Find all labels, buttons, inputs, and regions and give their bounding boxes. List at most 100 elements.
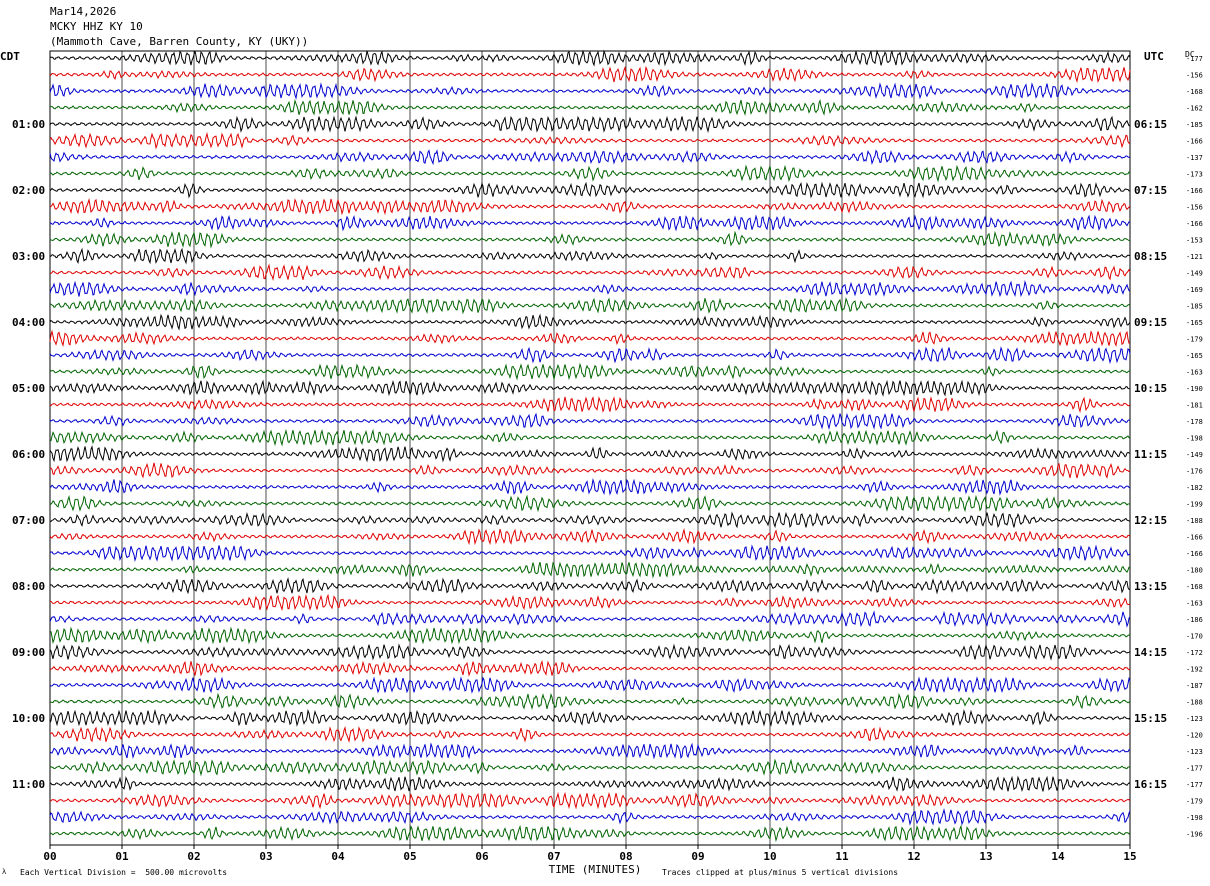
trace-48	[49, 824, 1131, 843]
trace-47	[49, 808, 1131, 826]
dc-offset-label: -149	[1186, 270, 1203, 278]
trace-30	[49, 527, 1131, 546]
x-tick-label-00: 00	[43, 850, 56, 863]
dc-offset-label: -156	[1186, 72, 1203, 80]
trace-3	[49, 82, 1131, 100]
dc-offset-label: -173	[1186, 171, 1203, 179]
scale-note: Each Vertical Division = 500.00 microvol…	[20, 868, 228, 877]
x-tick-label-09: 09	[691, 850, 704, 863]
left-hour-label: 07:00	[12, 514, 45, 527]
dc-offset-label: -177	[1186, 781, 1203, 789]
right-hour-label: 11:15	[1134, 448, 1167, 461]
dc-offset-label: -177	[1186, 55, 1203, 63]
trace-19	[49, 346, 1131, 365]
right-hour-label: 14:15	[1134, 646, 1167, 659]
trace-11	[49, 214, 1131, 232]
trace-2	[49, 65, 1131, 84]
corner-mark: λ	[2, 868, 7, 876]
trace-31	[49, 544, 1131, 563]
x-tick-label-12: 12	[907, 850, 920, 863]
dc-offset-label: -185	[1186, 303, 1203, 311]
trace-27	[49, 478, 1131, 496]
trace-1	[49, 49, 1131, 67]
trace-26	[49, 462, 1131, 479]
dc-offset-label: -198	[1186, 814, 1203, 822]
left-hour-label: 09:00	[12, 646, 45, 659]
dc-offset-label: -180	[1186, 567, 1203, 575]
dc-offset-label: -199	[1186, 501, 1203, 509]
trace-45	[49, 775, 1131, 793]
right-hour-label: 12:15	[1134, 514, 1167, 527]
dc-offset-label: -123	[1186, 748, 1203, 756]
x-tick-label-07: 07	[547, 850, 560, 863]
right-zone-label: UTC	[1144, 50, 1164, 63]
left-hour-label: 04:00	[12, 316, 45, 329]
trace-12	[49, 230, 1131, 249]
dc-offset-label: -179	[1186, 798, 1203, 806]
trace-39	[49, 676, 1131, 694]
left-hour-label: 01:00	[12, 118, 45, 131]
right-hour-label: 09:15	[1134, 316, 1167, 329]
left-hour-label: 11:00	[12, 778, 45, 791]
dc-offset-label: -188	[1186, 699, 1203, 707]
dc-offset-label: -176	[1186, 468, 1203, 476]
dc-offset-label: -185	[1186, 121, 1203, 129]
trace-21	[49, 379, 1131, 397]
trace-20	[49, 362, 1131, 381]
x-tick-label-03: 03	[259, 850, 272, 863]
dc-offset-label: -181	[1186, 402, 1203, 410]
trace-37	[49, 643, 1131, 661]
dc-offset-label: -162	[1186, 105, 1203, 113]
x-tick-label-05: 05	[403, 850, 416, 863]
dc-offset-label: -196	[1186, 831, 1203, 839]
trace-46	[49, 791, 1131, 810]
header-date: Mar14,2026	[50, 5, 117, 18]
x-tick-label-14: 14	[1051, 850, 1065, 863]
trace-8	[49, 164, 1131, 183]
dc-offset-label: -166	[1186, 138, 1203, 146]
x-tick-label-08: 08	[619, 850, 632, 863]
x-tick-label-06: 06	[475, 850, 489, 863]
dc-offset-label: -121	[1186, 253, 1203, 261]
x-axis-title: TIME (MINUTES)	[549, 863, 642, 876]
trace-10	[49, 197, 1131, 216]
left-hour-label: 02:00	[12, 184, 45, 197]
x-tick-label-13: 13	[979, 850, 992, 863]
trace-14	[49, 263, 1131, 282]
trace-41	[49, 708, 1131, 727]
x-tick-label-11: 11	[835, 850, 849, 863]
trace-7	[49, 149, 1131, 166]
dc-offset-label: -190	[1186, 385, 1203, 393]
left-hour-label: 05:00	[12, 382, 45, 395]
left-hour-label: 08:00	[12, 580, 45, 593]
trace-34	[49, 593, 1131, 612]
right-hour-label: 16:15	[1134, 778, 1167, 791]
dc-offset-label: -163	[1186, 600, 1203, 608]
trace-16	[49, 297, 1131, 315]
right-hour-label: 06:15	[1134, 118, 1167, 131]
trace-43	[49, 742, 1131, 760]
dc-offset-label: -165	[1186, 352, 1203, 360]
trace-33	[49, 577, 1131, 595]
dc-offset-label: -186	[1186, 616, 1203, 624]
trace-5	[49, 115, 1131, 134]
trace-38	[49, 659, 1131, 677]
trace-28	[49, 494, 1131, 513]
trace-25	[49, 445, 1131, 463]
header-station: MCKY HHZ KY 10	[50, 20, 143, 33]
dc-label: DC	[1185, 50, 1195, 59]
right-hour-label: 07:15	[1134, 184, 1167, 197]
left-hour-label: 06:00	[12, 448, 45, 461]
trace-9	[49, 181, 1131, 199]
dc-offset-label: -166	[1186, 534, 1203, 542]
dc-offset-label: -177	[1186, 765, 1203, 773]
dc-offset-label: -166	[1186, 550, 1203, 558]
dc-offset-label: -166	[1186, 187, 1203, 195]
dc-offset-label: -178	[1186, 418, 1203, 426]
clip-note: Traces clipped at plus/minus 5 vertical …	[662, 868, 899, 877]
trace-17	[49, 313, 1131, 331]
x-tick-label-15: 15	[1123, 850, 1136, 863]
dc-offset-label: -149	[1186, 451, 1203, 459]
trace-44	[49, 758, 1131, 777]
dc-offset-label: -168	[1186, 583, 1203, 591]
